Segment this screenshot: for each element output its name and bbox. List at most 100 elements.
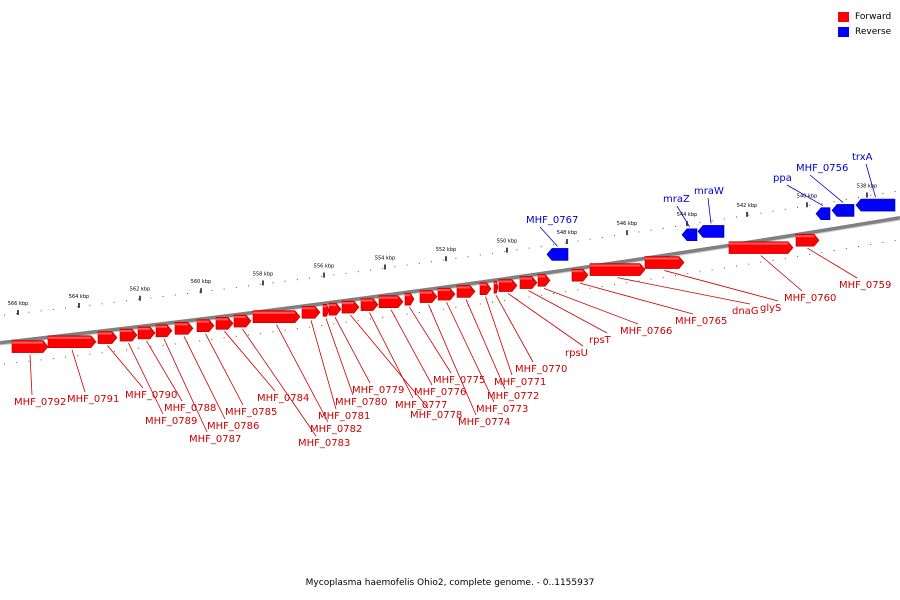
- gene-highlight: [457, 286, 470, 289]
- label-leader: [676, 205, 690, 227]
- scale-dot: [736, 216, 737, 218]
- label-leader: [664, 270, 779, 302]
- reverse-genes: MHF_0767 mraZ mraW ppa MHF_0756 trxA: [526, 152, 896, 261]
- label-leader: [465, 299, 506, 390]
- gene-highlight: [379, 296, 398, 299]
- reverse-gene-label: ppa: [773, 173, 792, 184]
- legend-forward: Forward: [838, 9, 891, 24]
- forward-gene-label: MHF_0788: [164, 403, 216, 414]
- forward-gene-label: MHF_0775: [433, 375, 485, 386]
- scale-dot: [382, 316, 384, 318]
- scale-dot: [589, 287, 591, 289]
- label-leader: [146, 340, 183, 402]
- forward-gene-label: MHF_0759: [839, 280, 891, 291]
- scale-dot: [455, 306, 457, 308]
- scale-dot: [126, 300, 127, 302]
- label-leader: [617, 277, 751, 305]
- label-leader: [310, 320, 337, 410]
- scale-dot: [4, 363, 5, 365]
- label-leader: [786, 184, 824, 207]
- scale-dot: [443, 259, 445, 261]
- gene-highlight: [98, 332, 112, 335]
- scale-dot: [321, 275, 323, 277]
- scale-dot: [675, 274, 676, 276]
- scale-label: 538 kbp: [857, 183, 877, 189]
- gene-highlight: [499, 280, 512, 283]
- scale-dot: [345, 321, 347, 323]
- gene-highlight: [572, 270, 583, 273]
- scale-dot: [565, 291, 567, 293]
- forward-gene-label: MHF_0776: [414, 387, 466, 398]
- scale-dot: [443, 308, 445, 310]
- gene-highlight: [538, 275, 546, 278]
- scale-dot: [333, 323, 335, 325]
- scale-dot: [809, 204, 811, 206]
- scale-dot: [138, 347, 140, 349]
- label-leader: [428, 304, 477, 416]
- label-leader: [242, 328, 317, 437]
- scale-dot: [516, 249, 518, 251]
- scale-dot: [248, 334, 249, 336]
- scale-dot: [748, 263, 750, 265]
- label-leader: [369, 312, 414, 399]
- scale-dot: [101, 352, 103, 354]
- forward-swatch: [838, 11, 849, 22]
- scale-dot: [211, 289, 213, 291]
- scale-dot: [650, 229, 652, 231]
- scale-dot: [309, 277, 310, 279]
- label-leader: [707, 197, 712, 224]
- gene-highlight: [590, 264, 640, 267]
- label-leader: [809, 174, 844, 203]
- reverse-gene: [831, 204, 855, 217]
- scale-dot: [748, 214, 750, 216]
- label-leader: [495, 295, 534, 363]
- scale-dot: [455, 257, 457, 259]
- scale-dot: [309, 326, 310, 328]
- scale-dot: [662, 227, 664, 229]
- gene-highlight: [156, 325, 167, 328]
- scale-label: 552 kbp: [436, 247, 456, 253]
- gene-highlight: [361, 299, 373, 302]
- scale-dot: [52, 308, 54, 310]
- scale-label: 558 kbp: [253, 271, 273, 277]
- scale-dot: [40, 310, 42, 312]
- forward-gene-label: MHF_0771: [494, 377, 546, 388]
- forward-gene-label: glyS: [760, 303, 781, 314]
- scale-dot: [626, 233, 628, 235]
- scale-dot: [174, 294, 176, 296]
- label-leader: [163, 338, 208, 433]
- scale-dot: [845, 247, 847, 249]
- scale-dot: [260, 283, 262, 285]
- scale-dot: [723, 267, 725, 269]
- scale-dot: [638, 280, 640, 282]
- label-leader: [107, 345, 144, 389]
- gene-highlight: [796, 235, 814, 238]
- scale-label: 564 kbp: [69, 294, 89, 300]
- scale-dot: [504, 251, 506, 253]
- reverse-gene: [697, 225, 725, 238]
- scale-dot: [577, 289, 579, 291]
- scale-dot: [650, 278, 652, 280]
- scale-dot: [870, 194, 872, 196]
- scale-dot: [553, 293, 554, 295]
- gene-highlight: [420, 291, 432, 294]
- forward-gene-label: MHF_0781: [318, 411, 370, 422]
- scale-dot: [894, 190, 896, 192]
- gene-highlight: [645, 257, 679, 260]
- scale-dot: [77, 355, 79, 357]
- scale-dot: [711, 269, 713, 271]
- scale-dot: [113, 350, 115, 352]
- forward-gene-label: MHF_0780: [335, 397, 387, 408]
- label-leader: [71, 349, 86, 393]
- reverse-gene-label: MHF_0756: [796, 163, 848, 174]
- label-leader: [224, 331, 276, 392]
- scale-dot: [16, 362, 18, 364]
- gene-highlight: [253, 311, 295, 314]
- label-leader: [539, 226, 558, 247]
- scale-dot: [614, 235, 615, 237]
- forward-gene-label: MHF_0787: [189, 434, 241, 445]
- gene-highlight: [520, 277, 532, 280]
- label-leader: [807, 247, 858, 279]
- forward-gene-label: MHF_0790: [125, 390, 177, 401]
- reverse-swatch: [838, 26, 849, 37]
